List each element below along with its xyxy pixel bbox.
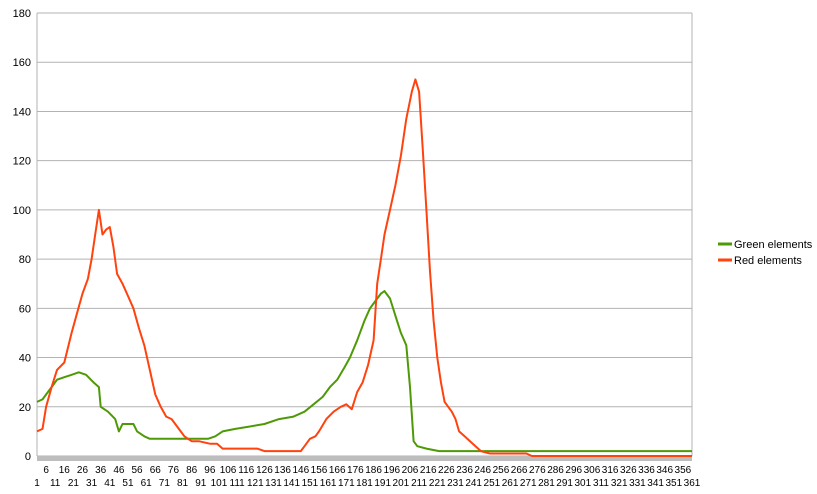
horizontal-gridlines <box>36 12 693 457</box>
x-tick-label: 16 <box>59 465 71 476</box>
x-tick-label: 311 <box>593 478 609 489</box>
x-tick-label: 171 <box>338 478 355 489</box>
x-tick-label: 351 <box>665 478 682 489</box>
x-tick-label: 291 <box>556 478 573 489</box>
x-tick-label: 56 <box>132 465 144 476</box>
x-tick-label: 161 <box>320 478 337 489</box>
x-tick-label: 346 <box>656 465 673 476</box>
series-line-red <box>36 78 692 457</box>
x-tick-label: 246 <box>474 465 491 476</box>
x-tick-label: 186 <box>365 465 382 476</box>
x-tick-label: 256 <box>493 465 510 476</box>
y-tick-label: 180 <box>13 8 31 20</box>
x-tick-label: 81 <box>177 478 189 489</box>
x-tick-label: 201 <box>393 478 410 489</box>
x-tick-label: 61 <box>141 478 153 489</box>
legend-label: Red elements <box>734 255 802 267</box>
y-tick-label: 0 <box>25 451 31 463</box>
x-tick-label: 136 <box>274 465 291 476</box>
x-tick-label: 281 <box>538 478 555 489</box>
y-tick-label: 100 <box>13 205 31 217</box>
x-tick-label: 126 <box>256 465 273 476</box>
x-tick-label: 196 <box>383 465 400 476</box>
x-axis-band <box>37 456 692 461</box>
x-tick-label: 41 <box>104 478 116 489</box>
x-tick-label: 96 <box>204 465 216 476</box>
x-tick-label: 216 <box>420 465 437 476</box>
x-tick-label: 341 <box>647 478 664 489</box>
x-tick-label: 241 <box>465 478 482 489</box>
x-tick-label: 71 <box>159 478 171 489</box>
x-tick-label: 296 <box>565 465 582 476</box>
x-tick-label: 261 <box>502 478 519 489</box>
x-tick-label: 146 <box>292 465 309 476</box>
x-tick-label: 131 <box>265 478 282 489</box>
x-tick-label: 166 <box>329 465 346 476</box>
x-tick-label: 1 <box>34 478 40 489</box>
x-tick-label: 91 <box>195 478 207 489</box>
y-tick-label: 120 <box>13 156 31 168</box>
x-tick-label: 101 <box>211 478 228 489</box>
x-tick-label: 356 <box>675 465 692 476</box>
x-tick-label: 236 <box>456 465 473 476</box>
x-tick-label: 176 <box>347 465 364 476</box>
x-tick-label: 36 <box>95 465 107 476</box>
x-tick-label: 151 <box>302 478 319 489</box>
series-line-green <box>36 290 692 453</box>
x-tick-label: 361 <box>684 478 701 489</box>
y-tick-label: 60 <box>19 303 31 315</box>
y-axis-tick-labels: 0 20 40 60 80 100 120 140 160 180 <box>13 8 31 463</box>
y-tick-label: 40 <box>19 353 31 365</box>
x-tick-label: 251 <box>484 478 501 489</box>
y-tick-label: 140 <box>13 106 31 118</box>
x-tick-label: 266 <box>511 465 528 476</box>
y-tick-label: 160 <box>13 57 31 69</box>
x-tick-label: 6 <box>43 465 49 476</box>
x-tick-label: 66 <box>150 465 162 476</box>
x-tick-label: 51 <box>122 478 134 489</box>
x-tick-label: 141 <box>283 478 300 489</box>
x-tick-label: 211 <box>411 478 427 489</box>
x-tick-label: 271 <box>520 478 537 489</box>
x-tick-label: 86 <box>186 465 198 476</box>
x-tick-label: 11 <box>50 478 61 489</box>
x-tick-label: 331 <box>629 478 646 489</box>
series-lines <box>36 78 692 457</box>
x-tick-label: 111 <box>230 478 246 489</box>
x-tick-label: 226 <box>438 465 455 476</box>
x-tick-label: 76 <box>168 465 180 476</box>
x-tick-label: 326 <box>620 465 637 476</box>
x-tick-label: 231 <box>447 478 464 489</box>
x-tick-label: 46 <box>113 465 125 476</box>
x-tick-label: 181 <box>356 478 373 489</box>
x-tick-label: 26 <box>77 465 89 476</box>
x-tick-label: 106 <box>220 465 237 476</box>
x-tick-label: 116 <box>238 465 254 476</box>
x-tick-label: 316 <box>602 465 619 476</box>
x-tick-label: 286 <box>547 465 564 476</box>
x-tick-label: 206 <box>402 465 419 476</box>
x-tick-label: 276 <box>529 465 546 476</box>
x-tick-label: 31 <box>86 478 98 489</box>
x-axis: 1611162126313641465156616671768186919610… <box>34 456 701 489</box>
x-tick-label: 321 <box>611 478 628 489</box>
x-tick-label: 336 <box>638 465 655 476</box>
x-tick-label: 301 <box>574 478 591 489</box>
x-tick-label: 221 <box>429 478 446 489</box>
legend-label: Green elements <box>734 239 813 251</box>
y-tick-label: 80 <box>19 254 31 266</box>
x-tick-label: 306 <box>584 465 601 476</box>
x-tick-label: 121 <box>247 478 264 489</box>
x-tick-label: 21 <box>68 478 80 489</box>
legend: Green elements Red elements <box>718 239 813 267</box>
x-tick-label: 191 <box>374 478 391 489</box>
x-tick-label: 156 <box>311 465 328 476</box>
y-tick-label: 20 <box>19 402 31 414</box>
